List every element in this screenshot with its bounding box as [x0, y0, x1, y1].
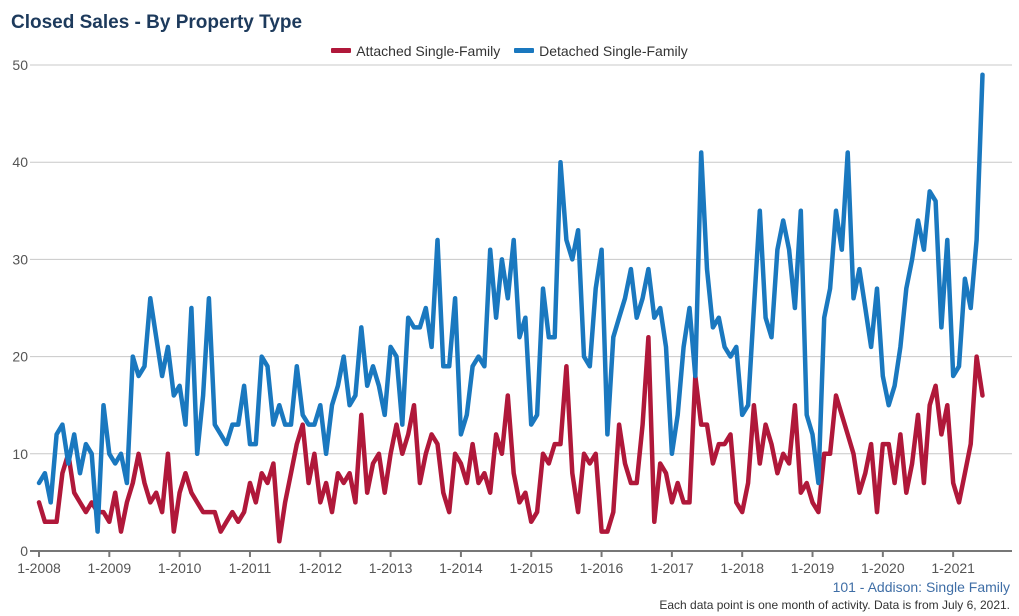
chart-note: Each data point is one month of activity…: [659, 598, 1010, 612]
legend-swatch-attached: [331, 48, 352, 53]
x-tick-label: 1-2010: [158, 560, 202, 576]
legend: Attached Single-Family Detached Single-F…: [0, 40, 1019, 59]
y-tick-label: 30: [12, 251, 28, 267]
legend-label-attached: Attached Single-Family: [356, 42, 501, 59]
chart-title: Closed Sales - By Property Type: [11, 12, 303, 33]
series-line-detached: [36, 72, 985, 534]
x-tick-label: 1-2011: [229, 560, 272, 576]
y-tick-label: 50: [12, 57, 28, 73]
y-tick-label: 40: [12, 154, 28, 170]
x-tick-label: 1-2021: [931, 560, 975, 576]
y-tick-label: 20: [12, 349, 28, 365]
chart-subtitle: 101 - Addison: Single Family: [832, 579, 1010, 595]
x-tick-label: 1-2016: [580, 560, 624, 576]
legend-item-detached[interactable]: Detached Single-Family: [514, 43, 688, 59]
x-tick-label: 1-2019: [791, 560, 835, 576]
legend-item-attached[interactable]: Attached Single-Family: [331, 43, 500, 59]
x-tick-label: 1-2013: [369, 560, 413, 576]
x-tick-label: 1-2015: [509, 560, 553, 576]
legend-swatch-detached: [514, 48, 535, 53]
x-tick-label: 1-2017: [650, 560, 694, 576]
y-tick-label: 10: [12, 446, 28, 462]
series-line-attached: [36, 334, 985, 544]
x-tick-label: 1-2009: [88, 560, 132, 576]
x-tick-label: 1-2020: [861, 560, 905, 576]
x-tick-label: 1-2012: [298, 560, 342, 576]
y-tick-label: 0: [20, 543, 28, 559]
x-tick-label: 1-2018: [720, 560, 764, 576]
legend-label-detached: Detached Single-Family: [539, 42, 688, 59]
x-tick-label: 1-2014: [439, 560, 483, 576]
x-tick-label: 1-2008: [17, 560, 61, 576]
